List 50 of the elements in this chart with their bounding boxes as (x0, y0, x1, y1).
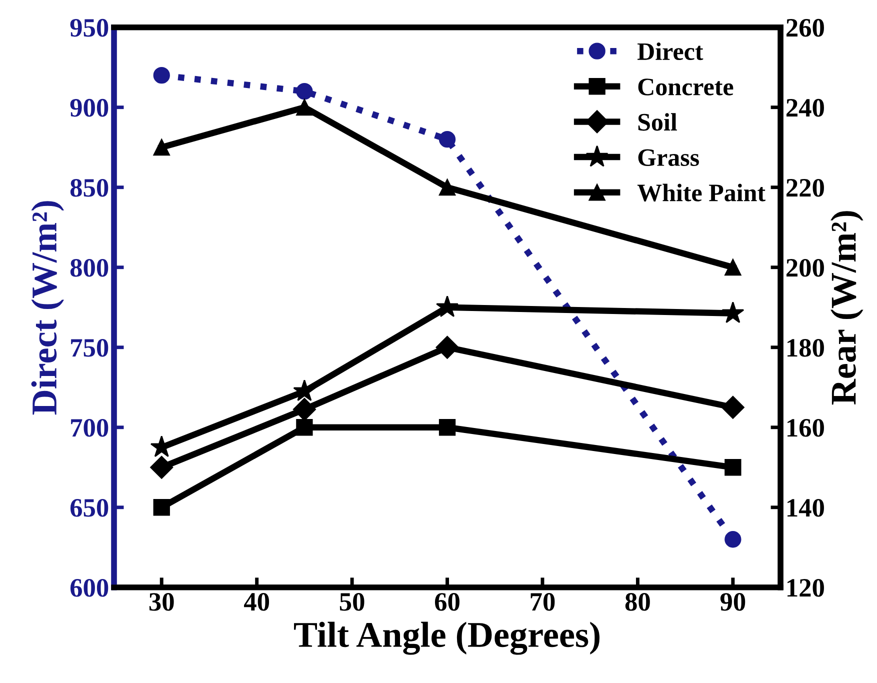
point (153, 139, 170, 156)
point (292, 398, 316, 421)
legend-label: Soil (638, 113, 677, 131)
point (724, 459, 742, 476)
y2-tick-label: 160 (788, 418, 824, 437)
point (722, 302, 744, 324)
y-tick-label: 650 (70, 498, 108, 517)
legend-label: White Paint (637, 184, 766, 202)
point (724, 259, 742, 276)
point (150, 456, 174, 479)
x-axis-title: Tilt Angle (Degrees) (294, 622, 600, 655)
y2-tick-label: 140 (788, 498, 824, 517)
point (296, 82, 313, 100)
y2-tick-label: 240 (786, 98, 824, 117)
y2-tick-label: 200 (786, 258, 824, 277)
y-tick-label: 850 (70, 178, 108, 197)
y2-tick-label: 260 (786, 18, 824, 37)
y-tick-label: 950 (70, 18, 108, 37)
y-tick-label: 800 (70, 258, 108, 277)
point (436, 296, 459, 318)
y-tick-label: 600 (70, 578, 108, 597)
y2-axis-title: Rear (W/m²) (830, 211, 864, 405)
x-tick-label: 60 (434, 593, 460, 611)
point (438, 179, 456, 196)
point (436, 336, 459, 359)
x-tick-label: 90 (720, 593, 746, 611)
point (296, 98, 313, 116)
x-tick-label: 80 (625, 593, 650, 611)
y-tick-label: 900 (70, 98, 108, 117)
point (296, 419, 313, 436)
y2-tick-label: 220 (786, 178, 824, 197)
legend-label: Direct (638, 42, 704, 60)
x-tick-label: 40 (244, 593, 270, 611)
point (438, 419, 456, 436)
point (153, 499, 170, 516)
point (724, 531, 742, 548)
x-tick-label: 70 (530, 593, 555, 611)
y-tick-label: 700 (71, 418, 108, 437)
point (293, 380, 316, 402)
legend-label: Concrete (638, 78, 734, 96)
x-tick-label: 50 (340, 593, 364, 611)
x-tick-label: 30 (149, 593, 174, 611)
y-tick-label: 750 (71, 338, 108, 357)
y-axis-title: Direct (W/m²) (31, 201, 64, 415)
y2-tick-label: 180 (788, 338, 824, 357)
point (721, 396, 744, 419)
point (153, 66, 170, 84)
y2-tick-label: 120 (788, 578, 824, 597)
legend-label: Grass (638, 149, 699, 166)
point (438, 131, 456, 148)
